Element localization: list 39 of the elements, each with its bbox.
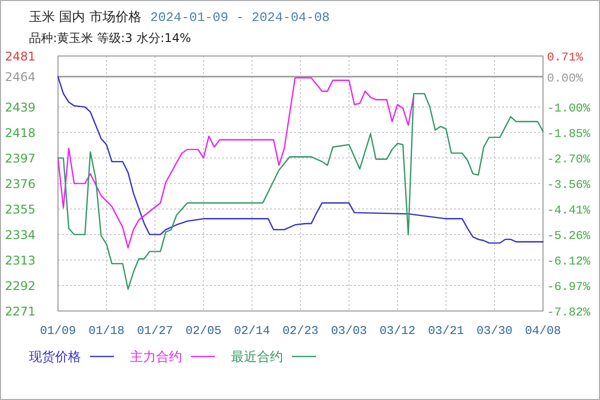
y2-tick-label: -7.82%	[547, 306, 592, 320]
y-tick-label: 2418	[5, 126, 36, 140]
x-tick-label: 03/12	[379, 324, 416, 338]
y2-tick-label: -4.41%	[547, 204, 592, 218]
y-tick-label: 2376	[5, 177, 36, 191]
y-tick-label: 2464	[5, 70, 36, 84]
y2-tick-label: 0.00%	[547, 72, 584, 86]
x-tick-label: 01/27	[136, 324, 174, 338]
y-tick-label: 2271	[5, 304, 36, 318]
y2-tick-label: -2.70%	[547, 152, 592, 166]
x-tick-label: 03/03	[330, 324, 368, 338]
y2-tick-label: -6.12%	[547, 254, 592, 269]
text: 2024-01-09 - 2024-04-08	[150, 10, 330, 25]
y-tick-label: 2355	[5, 202, 36, 216]
x-tick-label: 01/18	[88, 324, 125, 338]
chart-subtitle: 品种:黄玉米 等级:3 水分:14%	[29, 31, 192, 45]
y-tick-label: 2439	[5, 100, 36, 114]
y2-tick-label: -5.26%	[547, 228, 592, 243]
x-tick-label: 02/23	[282, 324, 319, 338]
y2-tick-label: -1.00%	[547, 102, 592, 116]
x-tick-label: 03/30	[476, 324, 513, 338]
legend-label: 最近合约	[231, 350, 283, 365]
y2-tick-label: 0.71%	[547, 50, 584, 64]
y2-tick-label: -3.56%	[547, 178, 592, 192]
y-tick-label: 2481	[5, 50, 36, 64]
legend-label: 现货价格	[29, 350, 81, 365]
legend-label: 主力合约	[130, 349, 182, 365]
y2-tick-label: -6.97%	[547, 280, 592, 294]
y-tick-label: 2334	[5, 228, 36, 242]
y2-tick-label: -1.85%	[547, 127, 592, 142]
x-tick-label: 03/21	[428, 324, 464, 338]
y-tick-label: 2397	[5, 152, 36, 166]
x-tick-label: 02/05	[185, 324, 222, 338]
chart-title: 玉米 国内 市场价格	[29, 10, 142, 25]
x-tick-label: 02/14	[234, 324, 270, 338]
x-tick-label: 01/09	[40, 324, 76, 338]
y-tick-label: 2313	[5, 254, 36, 268]
x-tick-label: 04/08	[524, 324, 562, 338]
y-tick-label: 2292	[5, 279, 36, 293]
